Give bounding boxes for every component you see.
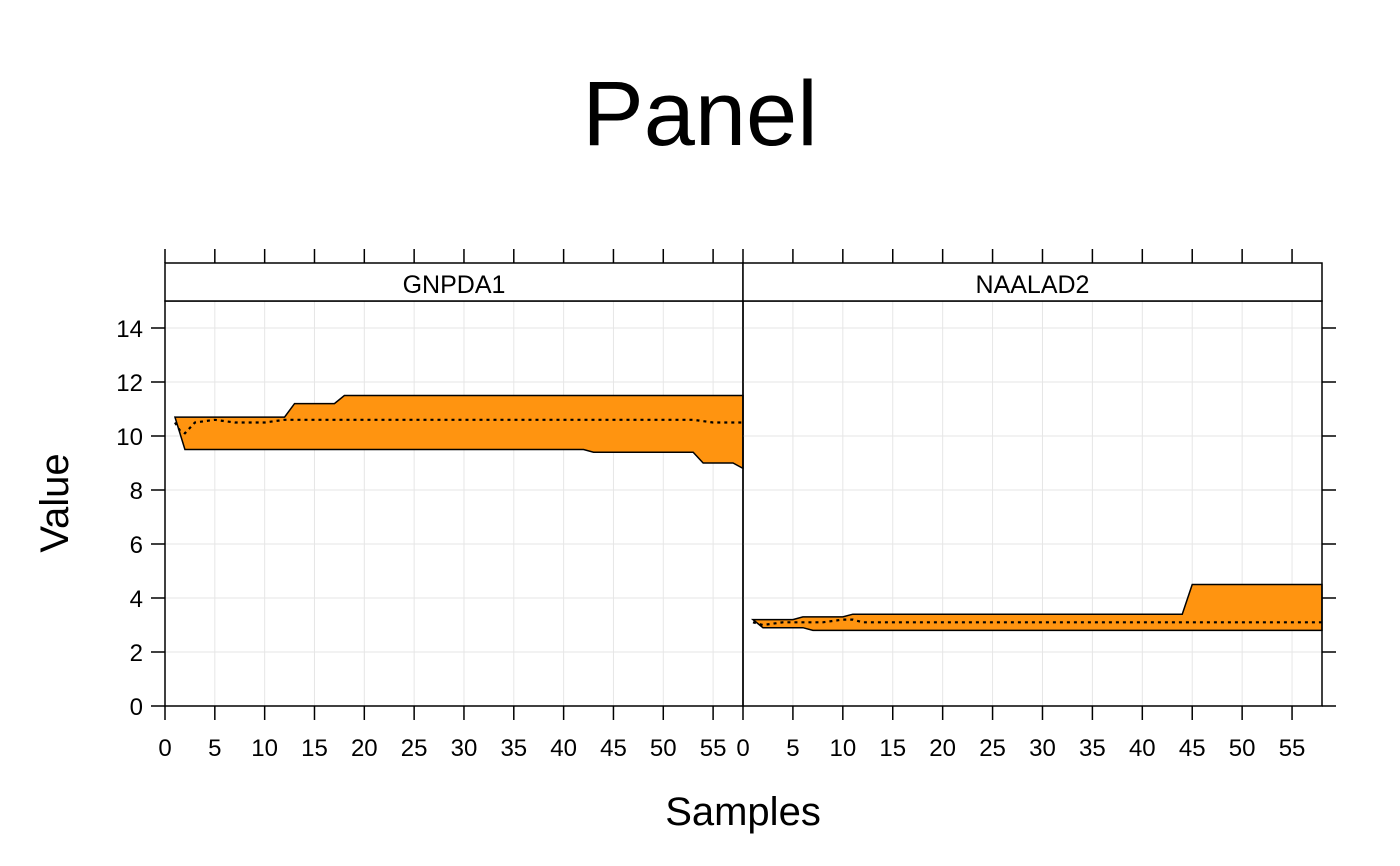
strip — [742, 262, 1323, 302]
panel-gnpda1: GNPDA1 0 5 10 15 20 25 30 35 40 45 50 55 — [158, 249, 744, 762]
x-tick-label: 40 — [1129, 735, 1156, 762]
y-tick-label: 12 — [116, 370, 143, 397]
strip-label: NAALAD2 — [976, 271, 1090, 299]
y-tick-label: 10 — [116, 424, 143, 451]
y-tick-label: 0 — [130, 694, 143, 721]
band-naalad2 — [750, 583, 1323, 632]
x-tick-label: 30 — [1029, 735, 1056, 762]
band-gnpda1 — [173, 394, 744, 470]
x-tick-label: 30 — [451, 735, 478, 762]
x-tick-label: 15 — [879, 735, 906, 762]
panel-naalad2: NAALAD2 0 5 10 15 20 25 30 35 40 45 50 55 — [736, 249, 1323, 762]
x-tick-label: 5 — [208, 735, 221, 762]
x-tick-label: 20 — [351, 735, 378, 762]
x-tick-label: 35 — [500, 735, 527, 762]
y-axis-title: Value — [33, 453, 77, 552]
panel-frame — [742, 300, 1323, 707]
y-tick-label: 2 — [130, 640, 143, 667]
median-line-gnpda1 — [174, 418, 743, 435]
x-tick-label: 20 — [929, 735, 956, 762]
x-tick-label: 45 — [600, 735, 627, 762]
x-tick-label: 25 — [979, 735, 1006, 762]
x-tick-label: 10 — [251, 735, 278, 762]
x-tick-label: 25 — [401, 735, 428, 762]
y-tick-label: 4 — [130, 586, 143, 613]
strip-label: GNPDA1 — [403, 271, 506, 299]
y-tick-label: 14 — [116, 316, 143, 343]
x-tick-label: 15 — [301, 735, 328, 762]
x-tick-label: 0 — [158, 735, 171, 762]
x-tick-label: 50 — [650, 735, 677, 762]
y-tick-label: 6 — [130, 532, 143, 559]
x-tick-label: 45 — [1179, 735, 1206, 762]
x-tick-label: 35 — [1079, 735, 1106, 762]
y-tick-label: 8 — [130, 478, 143, 505]
median-line-naalad2 — [752, 618, 1322, 627]
x-tick-label: 0 — [736, 735, 749, 762]
x-tick-label: 55 — [700, 735, 727, 762]
x-tick-label: 5 — [786, 735, 799, 762]
x-tick-label: 50 — [1229, 735, 1256, 762]
strip — [164, 262, 744, 302]
x-tick-label: 40 — [550, 735, 577, 762]
y-axis: 0 2 4 6 8 10 12 14 — [116, 316, 1336, 721]
panel-frame — [164, 300, 744, 707]
x-tick-label: 55 — [1279, 735, 1306, 762]
x-axis-title: Samples — [665, 790, 821, 834]
x-tick-label: 10 — [829, 735, 856, 762]
chart-title: Panel — [582, 63, 817, 165]
